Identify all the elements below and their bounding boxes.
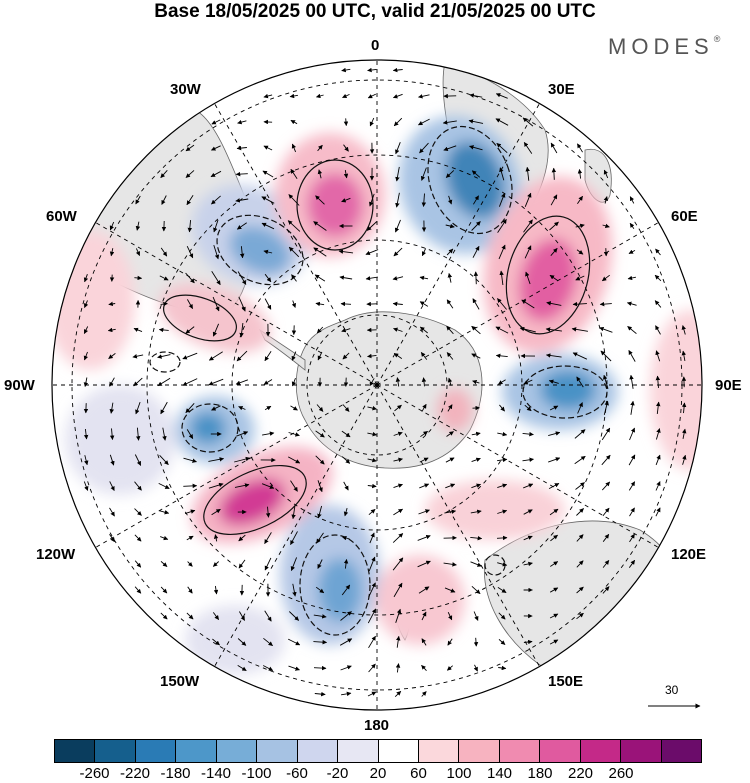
lon-label-120e: 120E xyxy=(671,546,707,563)
colorbar-tick-label: 260 xyxy=(608,765,634,782)
colorbar-tick-label: 100 xyxy=(446,765,472,782)
brand-name: MODES xyxy=(608,34,714,59)
colorbar-tick-label: 220 xyxy=(567,765,594,782)
colorbar-segment-5 xyxy=(257,740,298,762)
colorbar-segment-14 xyxy=(621,740,662,762)
height-anomaly-field xyxy=(52,116,702,675)
colorbar-segment-6 xyxy=(297,740,339,762)
colorbar-tick-label: -100 xyxy=(241,765,272,782)
anomaly-positive-150e xyxy=(425,480,565,540)
colorbar-segment-4 xyxy=(216,740,258,762)
map-boundary xyxy=(51,59,703,711)
anomaly-positive-90w-edge xyxy=(52,230,135,370)
anomaly-negative-90e-core xyxy=(540,370,596,410)
colorbar-segment-1 xyxy=(95,740,136,762)
colorbar-segment-12 xyxy=(540,740,581,762)
anomaly-positive-0deg-core xyxy=(307,173,363,237)
lon-label-60e: 60E xyxy=(671,208,698,225)
anomaly-negative-90w-core xyxy=(190,412,226,444)
colorbar-tick-label: 20 xyxy=(369,765,387,782)
colorbar-segment-15 xyxy=(661,740,701,762)
lon-label-90e: 90E xyxy=(715,377,742,394)
colorbar-tick-label: 140 xyxy=(486,765,513,782)
anomaly-negative-30e-core xyxy=(445,141,505,219)
lon-label-150w: 150W xyxy=(160,673,200,690)
meridian-lines xyxy=(52,60,702,710)
colorbar-tick-label: -180 xyxy=(160,765,191,782)
lon-label-180: 180 xyxy=(364,717,390,734)
anomaly-negative-south-atlantic-core xyxy=(229,225,291,275)
lon-label-30w: 30W xyxy=(170,81,201,98)
lon-label-60w: 60W xyxy=(46,208,77,225)
map-title: Base 18/05/2025 00 UTC, valid 21/05/2025… xyxy=(154,1,596,22)
colorbar-segment-0 xyxy=(55,740,96,762)
registered-mark: ® xyxy=(713,34,721,44)
anomaly-negative-light-south xyxy=(185,605,285,675)
lon-label-90w: 90W xyxy=(4,377,35,394)
lon-label-0: 0 xyxy=(371,37,380,54)
colorbar-ticks: -260 -220 -180 -140 -100 -60 -20 20 60 100 140 180 2… xyxy=(0,765,750,783)
colorbar-segment-10 xyxy=(459,740,500,762)
colorbar-tick-label: -140 xyxy=(200,765,232,782)
anomaly-positive-east-edge xyxy=(650,310,702,470)
anomaly-positive-new-zealand xyxy=(375,555,465,645)
colorbar-segment-11 xyxy=(499,740,541,762)
lon-label-120w: 120W xyxy=(36,546,76,563)
lon-label-150e: 150E xyxy=(548,673,584,690)
colorbar-tick-label: 180 xyxy=(527,765,553,782)
map-disk xyxy=(52,60,702,710)
colorbar-segment-2 xyxy=(135,740,177,762)
colorbar-tick-label: 60 xyxy=(410,765,427,782)
colorbar-segment-3 xyxy=(176,740,217,762)
polar-stereographic-map xyxy=(51,59,703,711)
anomaly-positive-60e-core xyxy=(518,238,578,322)
anomaly-negative-light-west xyxy=(65,385,175,495)
colorbar xyxy=(54,739,702,763)
colorbar-tick-label: -260 xyxy=(79,765,110,782)
modes-logo: MODES® xyxy=(608,34,720,60)
colorbar-segment-9 xyxy=(418,740,460,762)
colorbar-tick-label: -220 xyxy=(119,765,151,782)
colorbar-tick-label: -60 xyxy=(286,765,308,782)
reference-vector-label: 30 xyxy=(665,683,679,697)
colorbar-tick-label: -20 xyxy=(326,765,349,782)
contour-lines xyxy=(149,125,608,636)
anomaly-negative-150w-core xyxy=(318,558,362,622)
colorbar-segment-13 xyxy=(580,740,622,762)
colorbar-segment-7 xyxy=(338,740,379,762)
lon-label-30e: 30E xyxy=(548,81,575,98)
south-pole-marker xyxy=(375,383,379,387)
anomaly-positive-antarctic-east xyxy=(437,388,473,432)
colorbar-segment-8 xyxy=(378,740,419,762)
wind-vectors xyxy=(83,67,687,698)
